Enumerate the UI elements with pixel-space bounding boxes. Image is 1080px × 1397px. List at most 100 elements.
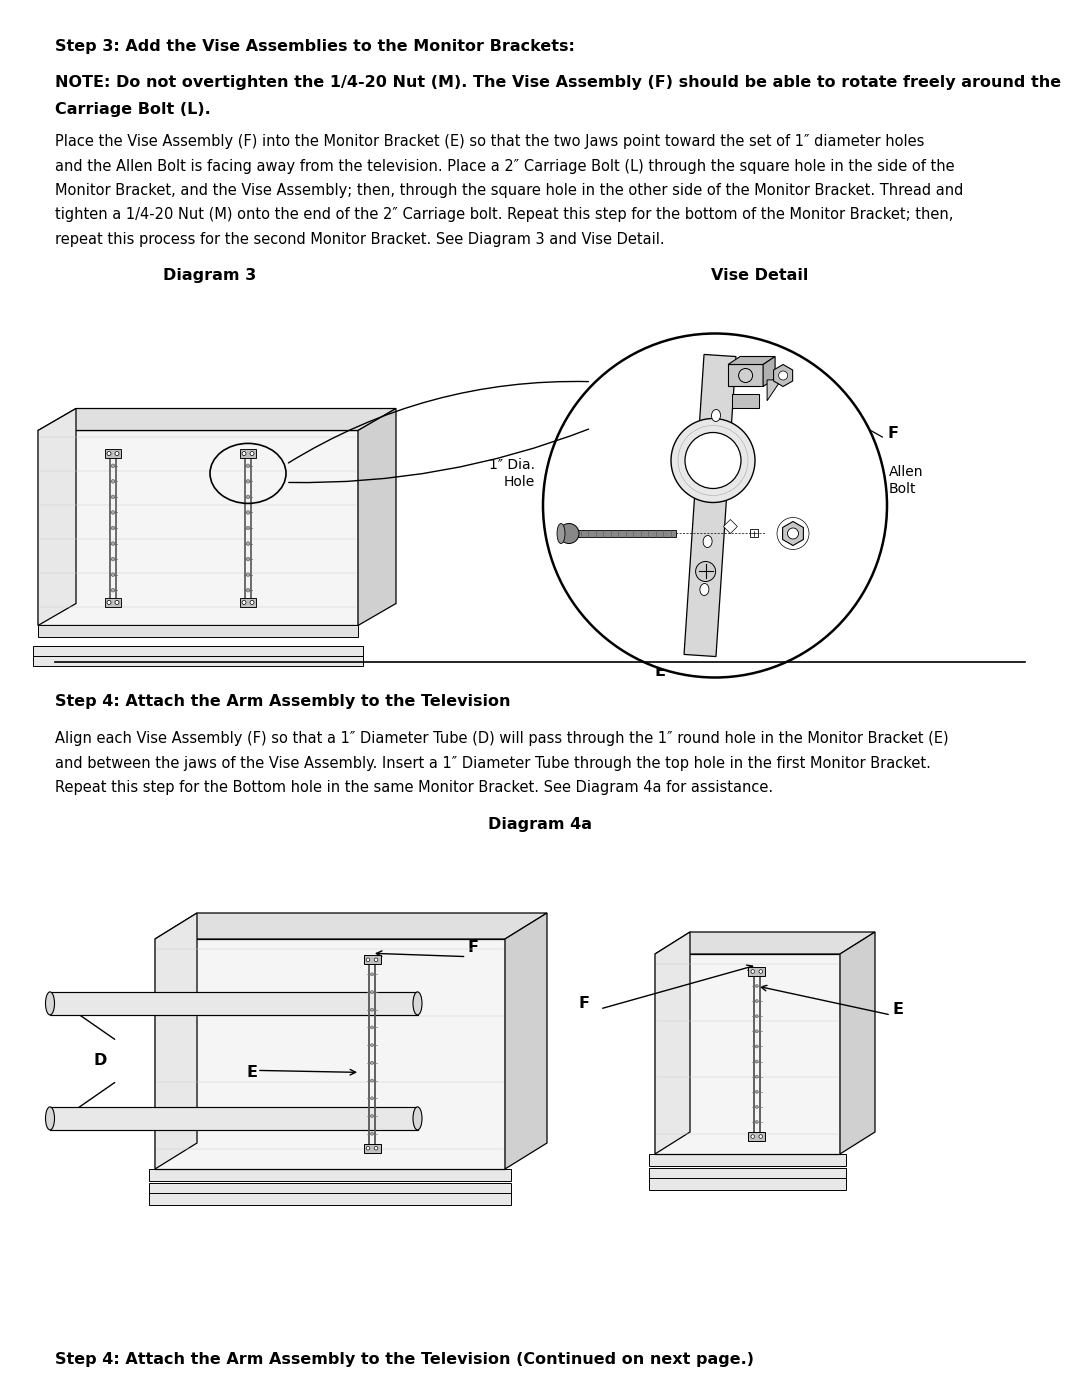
Polygon shape	[38, 430, 357, 626]
Circle shape	[370, 1062, 374, 1065]
Text: M: M	[789, 569, 805, 584]
Ellipse shape	[557, 524, 565, 543]
Text: Jaws: Jaws	[743, 346, 774, 360]
Polygon shape	[156, 914, 546, 939]
Polygon shape	[732, 394, 759, 408]
Text: D: D	[94, 1053, 107, 1069]
Circle shape	[242, 451, 246, 455]
Polygon shape	[654, 954, 840, 1154]
Circle shape	[366, 958, 369, 961]
Circle shape	[671, 419, 755, 503]
Polygon shape	[773, 365, 793, 387]
Circle shape	[370, 990, 374, 993]
Text: Step 3: Add the Vise Assemblies to the Monitor Brackets:: Step 3: Add the Vise Assemblies to the M…	[55, 39, 575, 54]
Text: and between the jaws of the Vise Assembly. Insert a 1″ Diameter Tube through the: and between the jaws of the Vise Assembl…	[55, 756, 931, 771]
Text: Step 4: Attach the Arm Assembly to the Television (Continued on next page.): Step 4: Attach the Arm Assembly to the T…	[55, 1352, 754, 1368]
Polygon shape	[728, 356, 775, 365]
Ellipse shape	[413, 1106, 422, 1130]
Circle shape	[111, 511, 114, 514]
Circle shape	[370, 1009, 374, 1011]
Polygon shape	[783, 521, 804, 545]
Circle shape	[759, 1134, 762, 1139]
Polygon shape	[149, 1183, 511, 1194]
Polygon shape	[240, 598, 256, 606]
Circle shape	[242, 601, 246, 605]
Text: tighten a 1/4-20 Nut (M) onto the end of the 2″ Carriage bolt. Repeat this step : tighten a 1/4-20 Nut (M) onto the end of…	[55, 208, 954, 222]
Ellipse shape	[707, 475, 716, 488]
Text: Diagram 4a: Diagram 4a	[488, 817, 592, 833]
Circle shape	[370, 1025, 374, 1030]
Circle shape	[779, 372, 787, 380]
Text: E: E	[893, 1003, 904, 1017]
Text: Vise Detail: Vise Detail	[712, 268, 809, 284]
Circle shape	[111, 542, 114, 545]
Circle shape	[696, 562, 716, 581]
Text: Repeat this step for the Bottom hole in the same Monitor Bracket. See Diagram 4a: Repeat this step for the Bottom hole in …	[55, 781, 773, 795]
Text: and the Allen Bolt is facing away from the television. Place a 2″ Carriage Bolt : and the Allen Bolt is facing away from t…	[55, 158, 955, 173]
FancyBboxPatch shape	[50, 1106, 418, 1130]
Circle shape	[246, 464, 249, 468]
Circle shape	[246, 495, 249, 499]
Text: F: F	[887, 426, 897, 441]
Circle shape	[249, 451, 254, 455]
Text: Diagram 3: Diagram 3	[163, 268, 257, 284]
Circle shape	[374, 958, 378, 961]
Polygon shape	[156, 939, 505, 1169]
Circle shape	[111, 573, 114, 577]
Ellipse shape	[712, 409, 720, 422]
Text: Place the Vise Assembly (F) into the Monitor Bracket (E) so that the two Jaws po: Place the Vise Assembly (F) into the Mon…	[55, 134, 924, 149]
FancyBboxPatch shape	[569, 529, 676, 538]
Circle shape	[739, 369, 753, 383]
Ellipse shape	[703, 535, 712, 548]
Text: L: L	[581, 560, 591, 574]
Polygon shape	[33, 657, 363, 666]
Polygon shape	[364, 1144, 380, 1153]
Circle shape	[111, 588, 114, 592]
Polygon shape	[240, 450, 256, 458]
Polygon shape	[649, 1168, 846, 1180]
Text: Carriage Bolt (L).: Carriage Bolt (L).	[55, 102, 211, 117]
Polygon shape	[38, 408, 396, 430]
Circle shape	[111, 527, 114, 529]
Circle shape	[755, 985, 758, 988]
Ellipse shape	[700, 584, 708, 595]
Circle shape	[366, 1147, 369, 1150]
Text: F: F	[468, 940, 478, 954]
Circle shape	[107, 601, 111, 605]
Circle shape	[755, 1045, 758, 1048]
Circle shape	[246, 542, 249, 545]
Polygon shape	[840, 932, 875, 1154]
Circle shape	[755, 1000, 758, 1003]
Polygon shape	[654, 932, 690, 1154]
Polygon shape	[105, 598, 121, 606]
Polygon shape	[105, 450, 121, 458]
Circle shape	[114, 601, 119, 605]
Circle shape	[370, 1078, 374, 1083]
Circle shape	[751, 1134, 755, 1139]
Ellipse shape	[413, 992, 422, 1014]
Ellipse shape	[45, 1106, 54, 1130]
Polygon shape	[156, 914, 197, 1169]
Polygon shape	[750, 529, 758, 538]
Circle shape	[755, 1014, 758, 1018]
Polygon shape	[728, 365, 764, 387]
Polygon shape	[748, 967, 766, 977]
Circle shape	[111, 464, 114, 468]
Circle shape	[246, 573, 249, 577]
Polygon shape	[767, 380, 781, 401]
Text: Monitor Bracket, and the Vise Assembly; then, through the square hole in the oth: Monitor Bracket, and the Vise Assembly; …	[55, 183, 963, 198]
Circle shape	[111, 495, 114, 499]
Circle shape	[246, 557, 249, 562]
Circle shape	[755, 1030, 758, 1032]
Circle shape	[559, 524, 579, 543]
Circle shape	[370, 1115, 374, 1118]
Circle shape	[370, 1132, 374, 1136]
Circle shape	[246, 588, 249, 592]
FancyBboxPatch shape	[50, 992, 418, 1014]
Text: Allen
Bolt: Allen Bolt	[889, 465, 923, 496]
Polygon shape	[38, 626, 357, 637]
Polygon shape	[149, 1169, 511, 1180]
Circle shape	[246, 511, 249, 514]
Circle shape	[755, 1090, 758, 1094]
Polygon shape	[649, 1154, 846, 1166]
